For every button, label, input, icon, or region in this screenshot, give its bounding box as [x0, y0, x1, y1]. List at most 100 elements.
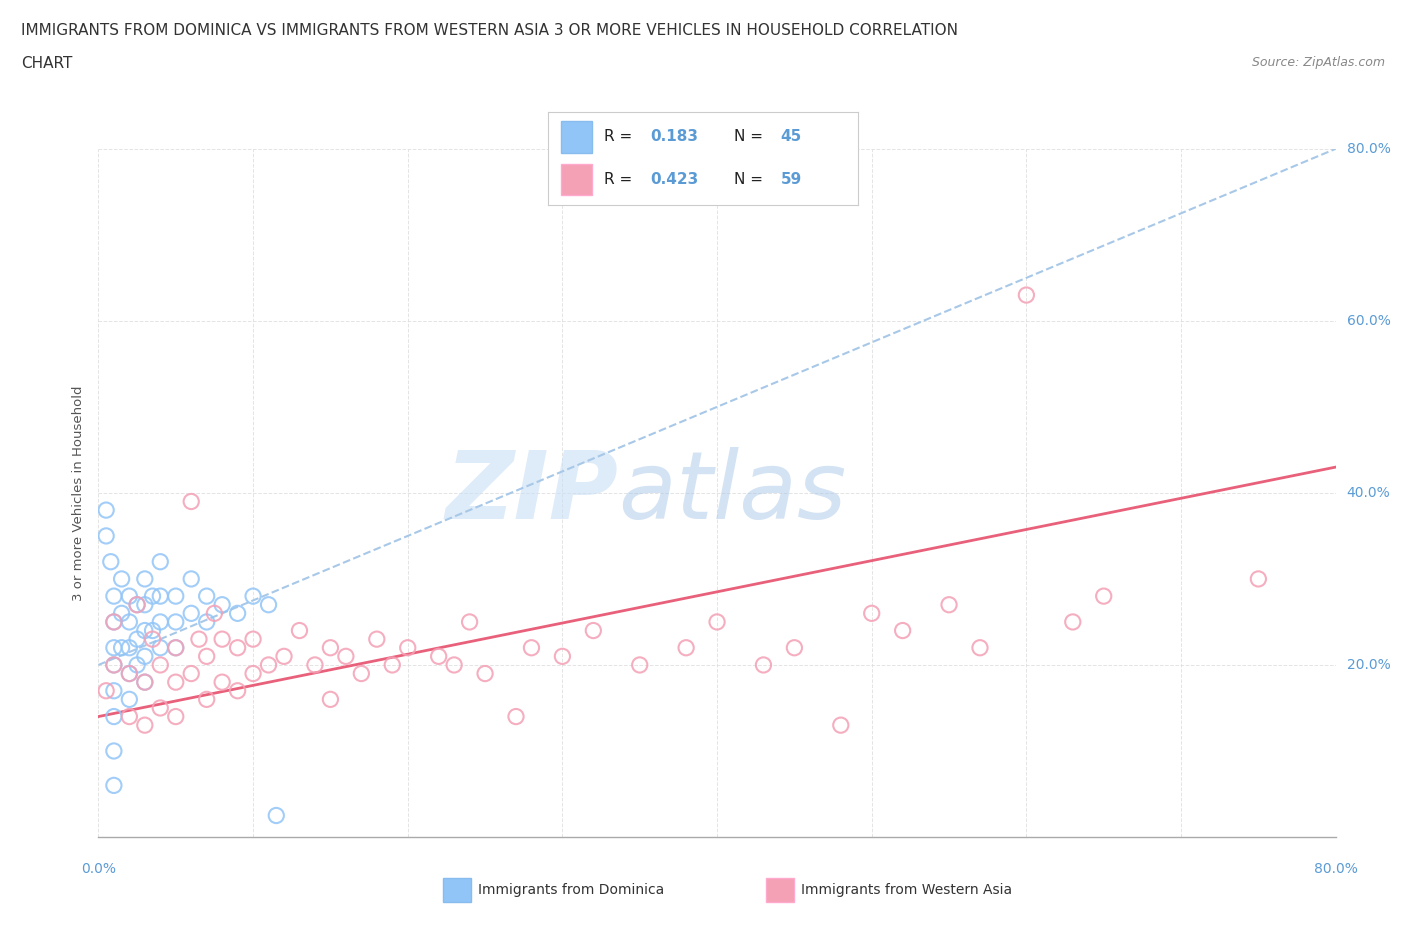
Point	[1015, 287, 1038, 302]
Point	[165, 589, 187, 604]
Point	[103, 589, 125, 604]
Point	[226, 641, 249, 656]
Point	[319, 692, 342, 707]
Point	[381, 658, 404, 672]
Point	[242, 589, 264, 604]
Text: N =: N =	[734, 172, 768, 187]
Point	[938, 597, 960, 612]
Point	[127, 597, 149, 612]
Text: Source: ZipAtlas.com: Source: ZipAtlas.com	[1251, 56, 1385, 69]
Point	[149, 641, 172, 656]
Point	[366, 631, 388, 646]
Point	[180, 494, 202, 509]
Point	[134, 571, 156, 587]
Point	[118, 666, 141, 681]
Point	[242, 631, 264, 646]
Point	[474, 666, 496, 681]
Point	[195, 649, 218, 664]
Point	[165, 641, 187, 656]
Point	[830, 718, 852, 733]
Point	[134, 649, 156, 664]
Point	[188, 631, 211, 646]
Point	[180, 666, 202, 681]
Point	[103, 615, 125, 630]
Point	[226, 606, 249, 621]
Text: Immigrants from Western Asia: Immigrants from Western Asia	[801, 883, 1012, 897]
Point	[111, 571, 132, 587]
Point	[103, 658, 125, 672]
Point	[706, 615, 728, 630]
Text: 40.0%: 40.0%	[1347, 485, 1391, 500]
Point	[165, 615, 187, 630]
Point	[149, 658, 172, 672]
Text: R =: R =	[605, 172, 637, 187]
Point	[96, 503, 118, 518]
Text: 80.0%: 80.0%	[1347, 141, 1391, 156]
Text: atlas: atlas	[619, 447, 846, 538]
Point	[350, 666, 373, 681]
Point	[427, 649, 450, 664]
Text: CHART: CHART	[21, 56, 73, 71]
Point	[969, 641, 991, 656]
Point	[195, 692, 218, 707]
Point	[103, 641, 125, 656]
Point	[111, 606, 132, 621]
Point	[582, 623, 605, 638]
Point	[165, 675, 187, 690]
Point	[211, 597, 233, 612]
Point	[1062, 615, 1084, 630]
Y-axis label: 3 or more Vehicles in Household: 3 or more Vehicles in Household	[72, 385, 86, 601]
Point	[165, 641, 187, 656]
Point	[118, 641, 141, 656]
Point	[96, 684, 118, 698]
Point	[141, 631, 165, 646]
Point	[204, 606, 226, 621]
Point	[118, 692, 141, 707]
Point	[242, 666, 264, 681]
Point	[149, 554, 172, 569]
Point	[134, 718, 156, 733]
Point	[458, 615, 481, 630]
Point	[180, 571, 202, 587]
Point	[288, 623, 311, 638]
Point	[264, 808, 288, 823]
Bar	[561, 121, 592, 153]
Point	[149, 615, 172, 630]
Point	[752, 658, 775, 672]
Text: IMMIGRANTS FROM DOMINICA VS IMMIGRANTS FROM WESTERN ASIA 3 OR MORE VEHICLES IN H: IMMIGRANTS FROM DOMINICA VS IMMIGRANTS F…	[21, 23, 957, 38]
Text: 59: 59	[780, 172, 801, 187]
Text: 0.0%: 0.0%	[82, 862, 115, 876]
Point	[226, 684, 249, 698]
Point	[165, 709, 187, 724]
Point	[257, 658, 280, 672]
Point	[551, 649, 574, 664]
Text: 0.423: 0.423	[651, 172, 699, 187]
Point	[103, 744, 125, 759]
Point	[1092, 589, 1115, 604]
Point	[304, 658, 326, 672]
Point	[783, 641, 806, 656]
Point	[111, 641, 132, 656]
Bar	[561, 164, 592, 195]
Text: Immigrants from Dominica: Immigrants from Dominica	[478, 883, 664, 897]
Point	[149, 700, 172, 715]
Point	[134, 675, 156, 690]
Point	[273, 649, 295, 664]
Text: ZIP: ZIP	[446, 447, 619, 538]
Point	[103, 658, 125, 672]
Point	[100, 554, 122, 569]
Text: 0.183: 0.183	[651, 129, 699, 144]
Point	[134, 597, 156, 612]
Point	[520, 641, 543, 656]
Point	[443, 658, 465, 672]
Point	[195, 615, 218, 630]
Point	[118, 666, 141, 681]
Point	[103, 777, 125, 792]
Text: N =: N =	[734, 129, 768, 144]
Point	[118, 615, 141, 630]
Point	[149, 589, 172, 604]
Point	[96, 528, 118, 543]
Text: 80.0%: 80.0%	[1313, 862, 1358, 876]
Point	[118, 709, 141, 724]
Point	[675, 641, 697, 656]
